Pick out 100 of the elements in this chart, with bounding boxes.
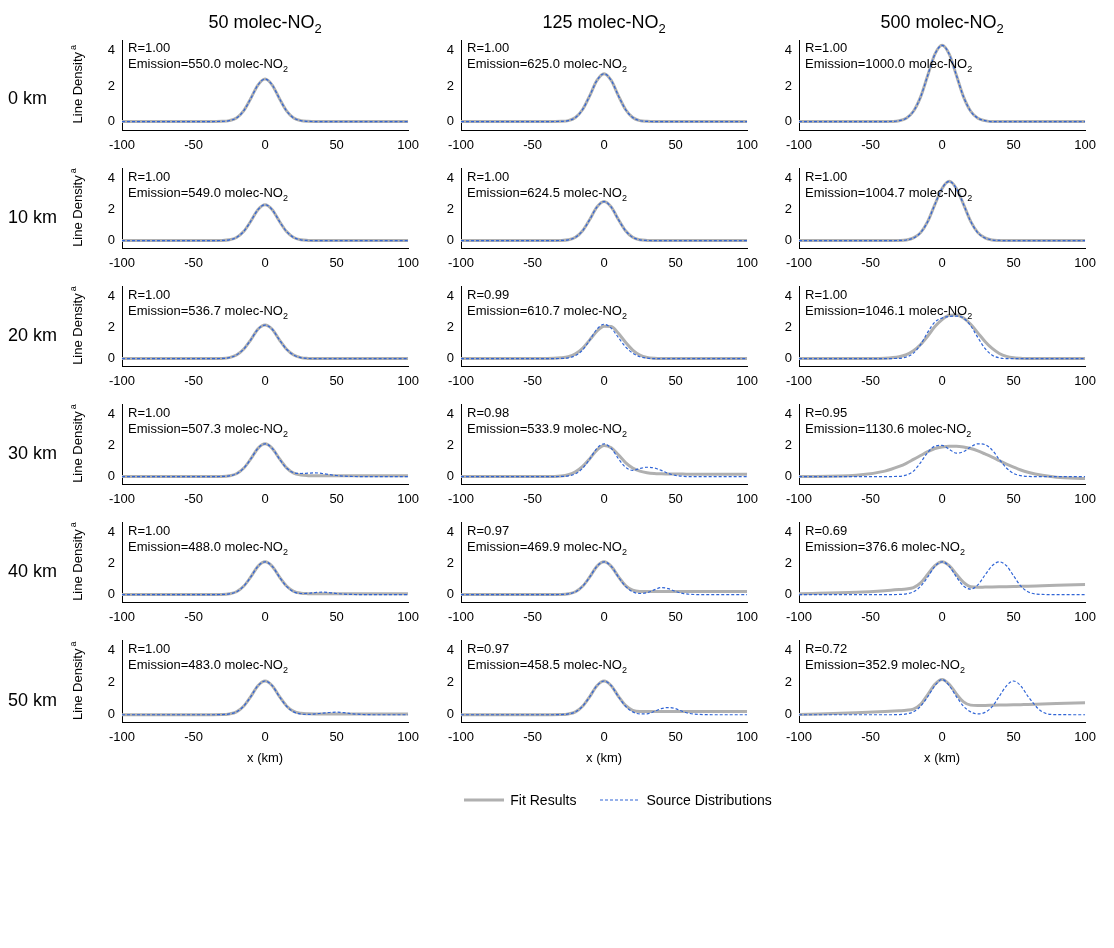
x-tick-label: -50 xyxy=(184,372,203,388)
y-tick-label: 4 xyxy=(107,405,115,421)
y-tick-label: 2 xyxy=(107,554,115,570)
y-tick-label: 0 xyxy=(107,468,115,484)
x-tick-label: -50 xyxy=(184,729,203,745)
x-tick-label: 100 xyxy=(397,608,420,624)
annotation: R=1.00 xyxy=(805,40,848,55)
x-tick-label: -50 xyxy=(522,136,542,152)
y-tick-label: 0 xyxy=(446,350,454,366)
y-tick-label: 0 xyxy=(107,113,115,129)
annotation: R=0.69 xyxy=(805,522,848,538)
x-tick-label: 100 xyxy=(735,372,758,388)
x-axis-title: x (km) xyxy=(924,749,961,765)
annotation: R=1.00 xyxy=(466,40,509,55)
annotation: R=1.00 xyxy=(128,286,171,302)
x-tick-label: 100 xyxy=(1074,490,1097,506)
x-tick-label: 0 xyxy=(261,490,269,506)
x-tick-label: 50 xyxy=(329,490,344,506)
x-tick-label: 0 xyxy=(600,490,608,506)
x-tick-label: 0 xyxy=(261,729,269,745)
x-tick-label: 50 xyxy=(668,608,683,624)
annotation: R=0.99 xyxy=(466,286,509,302)
x-tick-label: 0 xyxy=(938,372,947,388)
annotation: R=0.72 xyxy=(805,640,848,656)
x-tick-label: -100 xyxy=(447,729,474,745)
legend-label: Fit Results xyxy=(510,792,577,808)
annotation: R=1.00 xyxy=(466,168,509,184)
y-tick-label: 2 xyxy=(785,77,793,93)
y-axis-title: Line Densitya xyxy=(68,286,85,365)
x-tick-label: 50 xyxy=(1006,372,1022,388)
x-tick-label: -50 xyxy=(522,254,542,270)
y-tick-label: 4 xyxy=(446,287,454,303)
y-tick-label: 4 xyxy=(446,405,454,421)
y-axis-title: Line Densitya xyxy=(68,404,85,483)
y-tick-label: 2 xyxy=(446,77,454,93)
y-tick-label: 4 xyxy=(785,523,793,539)
x-tick-label: -50 xyxy=(522,729,542,745)
x-tick-label: -50 xyxy=(184,136,203,152)
x-tick-label: 0 xyxy=(600,254,608,270)
annotation: R=0.98 xyxy=(466,404,509,420)
x-tick-label: 0 xyxy=(261,136,269,152)
x-tick-label: 0 xyxy=(938,729,947,745)
x-tick-label: 50 xyxy=(1006,608,1022,624)
x-tick-label: 50 xyxy=(668,372,683,388)
x-tick-label: -50 xyxy=(184,254,203,270)
x-tick-label: 50 xyxy=(329,729,344,745)
text: 20 km xyxy=(8,324,59,346)
x-tick-label: -100 xyxy=(786,608,813,624)
y-tick-label: 0 xyxy=(785,113,793,129)
annotation: R=0.95 xyxy=(805,404,848,420)
x-tick-label: 50 xyxy=(329,372,344,388)
x-tick-label: -50 xyxy=(861,254,881,270)
y-tick-label: 2 xyxy=(446,674,454,690)
x-axis-title: x (km) xyxy=(585,749,622,765)
y-tick-label: 2 xyxy=(446,436,454,452)
legend-label: Source Distributions xyxy=(646,792,772,808)
y-tick-label: 2 xyxy=(446,200,454,216)
x-tick-label: 0 xyxy=(938,490,947,506)
x-tick-label: -100 xyxy=(108,254,136,270)
x-tick-label: 100 xyxy=(1074,136,1097,152)
x-tick-label: 0 xyxy=(938,136,947,152)
y-tick-label: 4 xyxy=(785,642,793,658)
annotation: R=1.00 xyxy=(128,522,171,538)
x-tick-label: 100 xyxy=(1074,254,1097,270)
y-tick-label: 2 xyxy=(785,674,793,690)
text: 30 km xyxy=(8,442,59,464)
annotation: R=0.97 xyxy=(466,640,509,656)
y-tick-label: 2 xyxy=(446,318,454,334)
x-tick-label: -50 xyxy=(861,372,881,388)
x-tick-label: 50 xyxy=(668,490,683,506)
x-tick-label: -50 xyxy=(861,136,881,152)
y-tick-label: 2 xyxy=(107,77,115,93)
y-tick-label: 4 xyxy=(107,287,115,303)
y-tick-label: 0 xyxy=(785,468,793,484)
x-tick-label: 50 xyxy=(668,254,683,270)
y-tick-label: 0 xyxy=(446,468,454,484)
x-tick-label: -100 xyxy=(447,372,474,388)
x-tick-label: 100 xyxy=(1074,372,1097,388)
x-tick-label: -100 xyxy=(786,136,813,152)
x-tick-label: -100 xyxy=(786,254,813,270)
x-tick-label: -50 xyxy=(184,608,203,624)
y-tick-label: 2 xyxy=(785,200,793,216)
y-tick-label: 2 xyxy=(785,554,793,570)
x-tick-label: -50 xyxy=(861,729,881,745)
x-tick-label: 50 xyxy=(1006,729,1022,745)
y-axis-title: Line Densitya xyxy=(68,168,85,247)
text: 50 km xyxy=(8,689,59,711)
x-tick-label: -100 xyxy=(447,490,474,506)
y-tick-label: 4 xyxy=(446,169,454,185)
y-tick-label: 4 xyxy=(446,42,454,58)
x-tick-label: 100 xyxy=(397,729,420,745)
y-tick-label: 4 xyxy=(446,642,454,658)
y-axis-title: Line Densitya xyxy=(68,44,85,124)
y-tick-label: 4 xyxy=(107,642,115,658)
x-tick-label: 100 xyxy=(735,136,758,152)
y-tick-label: 2 xyxy=(107,674,115,690)
y-tick-label: 2 xyxy=(107,200,115,216)
y-tick-label: 4 xyxy=(107,523,115,539)
y-tick-label: 0 xyxy=(446,113,454,129)
x-tick-label: 100 xyxy=(397,254,420,270)
